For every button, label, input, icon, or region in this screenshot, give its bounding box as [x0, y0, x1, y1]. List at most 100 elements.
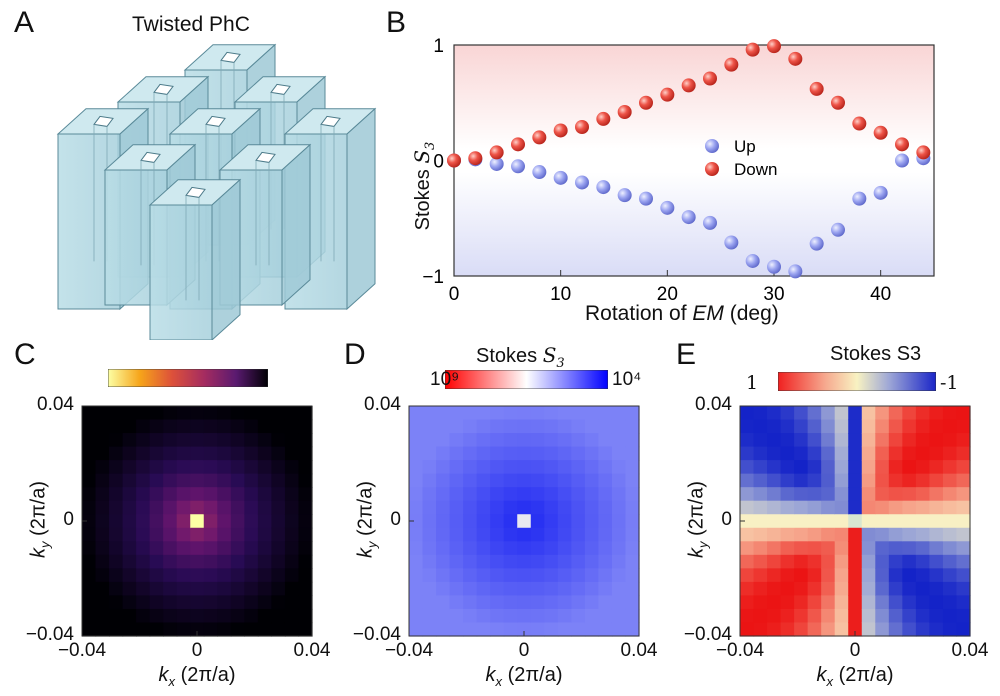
heatmap-xtick-label: 0.04 — [951, 640, 989, 661]
heatmap-cell — [557, 500, 572, 515]
heatmap-cell — [217, 595, 232, 610]
heatmap-cell — [203, 419, 218, 434]
d-colorbar — [445, 370, 608, 389]
b-point-down — [745, 42, 760, 57]
heatmap-cell — [848, 595, 863, 610]
heatmap-cell — [544, 608, 559, 624]
heatmap-cell — [463, 460, 478, 475]
heatmap-cell — [888, 554, 903, 569]
heatmap-cell — [929, 487, 944, 502]
heatmap-cell — [942, 581, 958, 597]
heatmap-cell — [956, 622, 971, 637]
heatmap-cell — [257, 446, 273, 461]
heatmap-cell — [875, 473, 890, 488]
heatmap-cell — [571, 568, 586, 583]
heatmap-cell — [807, 514, 822, 529]
heatmap-cell — [298, 487, 313, 502]
heatmap-cell — [109, 446, 124, 461]
heatmap-cell — [503, 622, 518, 637]
heatmap-cell — [271, 581, 286, 597]
heatmap-cell — [230, 527, 245, 542]
heatmap-cell — [176, 581, 191, 597]
heatmap-cell — [767, 595, 782, 610]
heatmap-cell — [875, 595, 890, 610]
heatmap-cell — [767, 541, 782, 556]
heatmap-cell — [257, 500, 273, 515]
b-legend-marker-down — [705, 162, 719, 176]
heatmap-cell — [490, 581, 505, 597]
heatmap-cell — [861, 554, 876, 569]
heatmap-cell — [163, 527, 178, 542]
panel-label-b: B — [386, 6, 407, 39]
heatmap-cell — [82, 514, 97, 529]
heatmap-cell — [956, 473, 971, 488]
heatmap-cell — [821, 500, 836, 515]
heatmap-cell — [476, 500, 491, 515]
heatmap-cell — [834, 487, 849, 502]
heatmap-cell — [888, 514, 903, 529]
heatmap-ytick-label: 0.04 — [364, 394, 401, 415]
heatmap-cell — [753, 608, 768, 624]
heatmap-cell — [875, 500, 890, 515]
heatmap-cell — [244, 608, 259, 624]
heatmap-cell — [436, 406, 451, 421]
heatmap-cell — [109, 514, 124, 529]
heatmap-cell — [807, 608, 822, 624]
heatmap-cell — [244, 541, 259, 556]
b-ytick-label: 0 — [433, 152, 444, 173]
heatmap-cell — [902, 514, 917, 529]
heatmap-cell — [767, 568, 782, 583]
heatmap-ytick-label: −0.04 — [352, 624, 401, 645]
d-title: Stokes S3 — [476, 343, 565, 371]
heatmap-cell — [902, 554, 917, 569]
heatmap-cell — [190, 568, 205, 583]
heatmap-cell — [584, 433, 600, 448]
heatmap-cell — [929, 608, 944, 624]
heatmap-cell — [257, 622, 273, 637]
heatmap-cell — [503, 541, 518, 556]
heatmap-cell — [544, 581, 559, 597]
heatmap-cell — [503, 406, 518, 421]
heatmap-cell — [625, 622, 640, 637]
heatmap-cell — [807, 460, 822, 475]
heatmap-cell — [409, 622, 424, 637]
heatmap-cell — [598, 433, 613, 448]
b-legend-label-down: Down — [734, 160, 777, 179]
heatmap-cell — [942, 527, 958, 542]
b-point-up — [831, 222, 845, 237]
heatmap-cell — [136, 433, 151, 448]
heatmap-cell — [611, 541, 627, 556]
heatmap-cell — [203, 554, 218, 569]
heatmap-cell — [767, 446, 782, 461]
heatmap-cell — [794, 487, 809, 502]
heatmap-cell — [584, 595, 600, 610]
heatmap-cell — [740, 622, 755, 637]
heatmap-cell — [902, 608, 917, 624]
heatmap-cell — [298, 527, 313, 542]
b-point-down — [852, 116, 867, 131]
heatmap-cell — [230, 554, 245, 569]
heatmap-cell — [463, 608, 478, 624]
heatmap-cell — [598, 608, 613, 624]
heatmap-cell — [544, 433, 559, 448]
heatmap-cell — [422, 460, 437, 475]
heatmap-cell — [557, 554, 572, 569]
heatmap-cell — [463, 554, 478, 569]
heatmap-cell — [136, 460, 151, 475]
heatmap-cell — [109, 419, 124, 434]
heatmap-cell — [109, 527, 124, 542]
heatmap-cell — [861, 622, 876, 637]
heatmap-cell — [902, 581, 917, 597]
heatmap-cell — [584, 581, 600, 597]
heatmap-cell — [409, 514, 424, 529]
heatmap-cell — [230, 581, 245, 597]
heatmap-cell — [95, 541, 110, 556]
heatmap-cell — [888, 433, 903, 448]
heatmap-cell — [888, 622, 903, 637]
heatmap-cell — [284, 406, 300, 421]
heatmap-cell — [449, 554, 464, 569]
twisted-phc-illustration — [56, 43, 377, 340]
heatmap-cell — [571, 419, 586, 434]
heatmap-cell — [203, 581, 218, 597]
heatmap-cell — [902, 541, 917, 556]
